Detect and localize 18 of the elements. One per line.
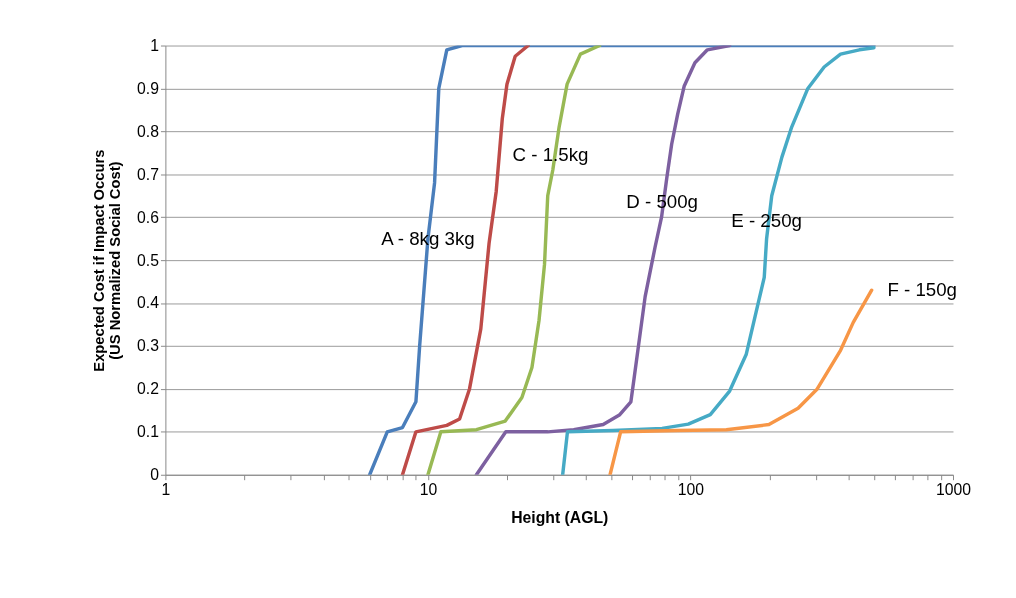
y-tick-label: 0.9 [137,79,160,97]
y-tick-label: 0.7 [137,165,159,183]
x-tick-label: 100 [677,480,705,498]
y-tick-label: 0 [150,466,160,484]
y-tick-label: 0.4 [137,294,160,312]
x-axis-title: Height (AGL) [511,508,609,526]
y-tick-label: 0.8 [137,122,160,140]
y-tick-label: 0.2 [137,380,159,398]
x-tick-label: 1 [161,480,171,498]
y-tick-label: 0.3 [137,337,160,355]
y-tick-label: 0.1 [137,423,159,441]
x-tick-label: 1000 [935,480,972,498]
annotation: F - 150g [887,279,958,301]
y-tick-label: 0.5 [137,251,160,269]
y-tick-label: 0.6 [137,208,160,226]
x-tick-label: 10 [419,480,438,498]
y-tick-label: 1 [150,36,159,54]
y-axis-title: Expected Cost if Impact Occurs (US Normalized Social Cost) [90,149,124,372]
